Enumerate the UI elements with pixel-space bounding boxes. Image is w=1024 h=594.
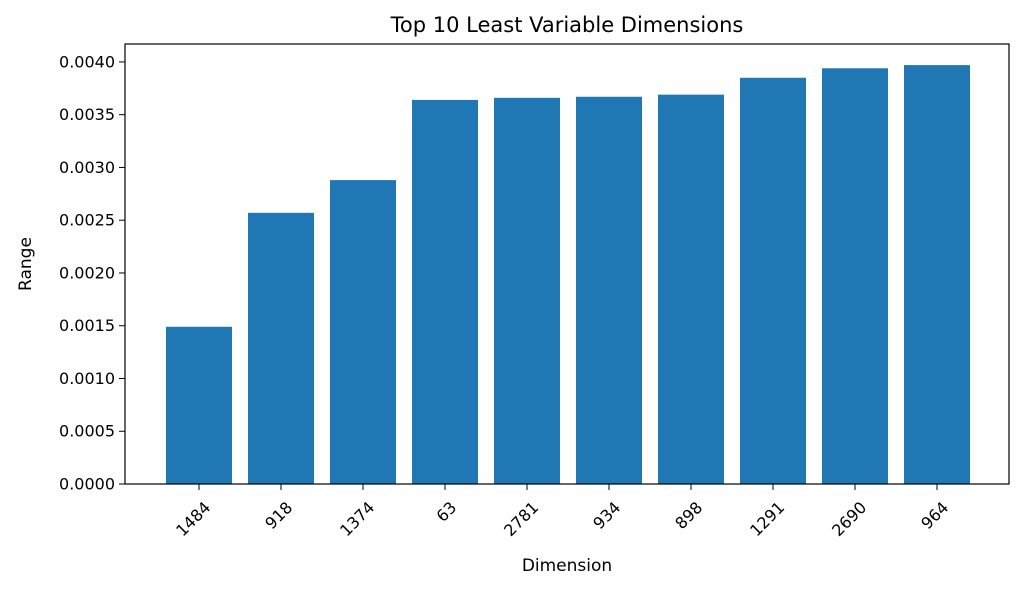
x-axis-ticks: 1484 918 1374 63 2781 934 898 1291 2690 964 — [172, 484, 952, 540]
x-tick-label: 898 — [671, 498, 706, 533]
y-tick-label: 0.0005 — [59, 422, 115, 441]
x-tick-label: 1374 — [336, 498, 378, 540]
bar-934 — [576, 96, 642, 484]
bar-964 — [904, 65, 970, 484]
x-tick-label: 2690 — [828, 498, 870, 540]
x-tick-label: 934 — [589, 498, 624, 533]
bars-group — [166, 65, 970, 485]
y-tick-label: 0.0015 — [59, 316, 115, 335]
plot-frame — [124, 43, 1010, 485]
x-axis-label: Dimension — [522, 556, 612, 576]
bar-1291 — [740, 77, 806, 485]
x-tick-label: 1291 — [746, 498, 788, 540]
y-tick-label: 0.0010 — [59, 369, 115, 388]
y-axis-ticks: 0.0000 0.0005 0.0010 0.0015 0.0020 0.0025 0.00… — [59, 52, 125, 494]
bar-1484 — [166, 326, 232, 484]
bar-1374 — [330, 180, 396, 484]
y-axis-label: Range — [16, 237, 36, 291]
bar-2690 — [822, 68, 888, 484]
y-tick-label: 0.0035 — [59, 105, 115, 124]
bar-2781 — [494, 97, 560, 484]
bar-63 — [412, 99, 478, 484]
x-tick-label: 964 — [917, 498, 952, 533]
y-tick-label: 0.0000 — [59, 475, 115, 494]
y-tick-label: 0.0030 — [59, 158, 115, 177]
bar-918 — [248, 212, 314, 484]
x-tick-label: 2781 — [500, 498, 542, 540]
bar-898 — [658, 94, 724, 484]
chart-title: Top 10 Least Variable Dimensions — [390, 13, 744, 37]
y-tick-label: 0.0025 — [59, 211, 115, 230]
x-tick-label: 63 — [432, 498, 460, 526]
y-tick-label: 0.0040 — [59, 52, 115, 71]
x-tick-label: 918 — [261, 498, 296, 533]
x-tick-label: 1484 — [172, 498, 214, 540]
y-tick-label: 0.0020 — [59, 263, 115, 282]
